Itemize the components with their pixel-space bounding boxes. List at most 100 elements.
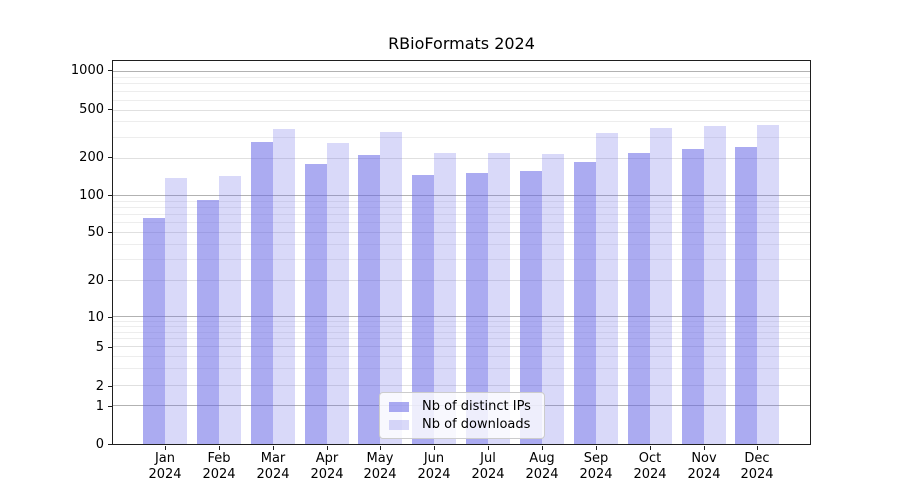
bar-nov-downloads: [704, 126, 726, 444]
gridline-mid: [113, 110, 810, 111]
legend: Nb of distinct IPs Nb of downloads: [379, 392, 545, 439]
x-tick-mark: [596, 446, 597, 450]
y-tick-label: 0: [95, 437, 104, 452]
x-tick-label: May 2024: [345, 451, 415, 483]
y-tick-mark: [108, 444, 112, 445]
x-tick-label: Jan 2024: [130, 451, 200, 483]
gridline-minor: [113, 356, 810, 357]
y-tick-label: 100: [79, 188, 104, 203]
x-tick-label-year: 2024: [740, 467, 774, 482]
x-tick-label-month: Jun: [423, 451, 445, 466]
x-tick-mark: [434, 446, 435, 450]
x-tick-label-month: Sep: [583, 451, 609, 466]
x-tick-label-year: 2024: [579, 467, 613, 482]
y-tick-label: 50: [87, 225, 104, 240]
y-tick-mark: [108, 347, 112, 348]
gridline-major: [113, 195, 810, 196]
bar-may-distinct-ips: [358, 155, 380, 444]
y-tick-label: 5: [95, 340, 104, 355]
y-tick-label: 2: [95, 379, 104, 394]
x-tick-label: Oct 2024: [615, 451, 685, 483]
x-tick-label: Jun 2024: [399, 451, 469, 483]
chart-title: RBioFormats 2024: [388, 34, 535, 53]
gridline-minor: [113, 100, 810, 101]
gridline-minor: [113, 326, 810, 327]
bar-jun-distinct-ips: [412, 175, 434, 444]
x-tick-label-month: May: [366, 451, 394, 466]
x-tick-label-year: 2024: [363, 467, 397, 482]
y-tick-mark: [108, 109, 112, 110]
x-tick-label-year: 2024: [148, 467, 182, 482]
x-tick-label-month: Jan: [154, 451, 176, 466]
legend-row-downloads: Nb of downloads: [389, 417, 535, 432]
bar-jul-downloads: [488, 153, 510, 444]
x-tick-mark: [219, 446, 220, 450]
gridline-mid: [113, 232, 810, 233]
x-tick-label-month: Oct: [638, 451, 662, 466]
x-tick-label: Sep 2024: [561, 451, 631, 483]
legend-label-downloads: Nb of downloads: [422, 417, 531, 432]
bar-sep-downloads: [596, 133, 618, 444]
bar-nov-distinct-ips: [682, 149, 704, 444]
x-tick-label-year: 2024: [310, 467, 344, 482]
bar-jul-distinct-ips: [466, 173, 488, 444]
x-tick-label-month: Jul: [480, 451, 496, 466]
x-tick-mark: [165, 446, 166, 450]
x-tick-label-year: 2024: [687, 467, 721, 482]
x-tick-mark: [757, 446, 758, 450]
y-tick-mark: [108, 70, 112, 71]
gridline-minor: [113, 222, 810, 223]
y-tick-mark: [108, 157, 112, 158]
x-tick-label: Mar 2024: [238, 451, 308, 483]
x-tick-mark: [650, 446, 651, 450]
bar-feb-downloads: [219, 176, 241, 444]
y-tick-mark: [108, 280, 112, 281]
x-tick-mark: [380, 446, 381, 450]
gridline-minor: [113, 77, 810, 78]
x-tick-label-month: Nov: [691, 451, 717, 466]
bar-sep-distinct-ips: [574, 162, 596, 444]
gridline-mid: [113, 385, 810, 386]
x-tick-label-year: 2024: [256, 467, 290, 482]
legend-label-distinct-ips: Nb of distinct IPs: [422, 399, 531, 414]
x-tick-mark: [542, 446, 543, 450]
x-tick-label-year: 2024: [417, 467, 451, 482]
y-tick-mark: [108, 195, 112, 196]
bar-dec-distinct-ips: [735, 147, 757, 444]
gridline-mid: [113, 158, 810, 159]
x-tick-label-month: Apr: [315, 451, 339, 466]
x-tick-label: Feb 2024: [184, 451, 254, 483]
gridline-minor: [113, 201, 810, 202]
bar-apr-distinct-ips: [305, 164, 327, 444]
y-tick-label: 200: [79, 150, 104, 165]
bar-mar-distinct-ips: [251, 142, 273, 444]
x-tick-label-year: 2024: [471, 467, 505, 482]
x-tick-label-year: 2024: [202, 467, 236, 482]
y-tick-mark: [108, 232, 112, 233]
legend-swatch-downloads: [389, 419, 409, 430]
gridline-minor: [113, 368, 810, 369]
bar-aug-distinct-ips: [520, 171, 542, 444]
x-tick-label: Apr 2024: [292, 451, 362, 483]
legend-row-distinct-ips: Nb of distinct IPs: [389, 399, 535, 414]
bar-aug-downloads: [542, 154, 564, 444]
x-tick-mark: [327, 446, 328, 450]
x-tick-mark: [488, 446, 489, 450]
bar-jan-distinct-ips: [143, 218, 165, 444]
x-tick-label: Aug 2024: [507, 451, 577, 483]
gridline-minor: [113, 207, 810, 208]
x-tick-mark: [704, 446, 705, 450]
gridline-minor: [113, 244, 810, 245]
plot-area: [112, 60, 811, 445]
bar-apr-downloads: [327, 143, 349, 444]
bar-mar-downloads: [273, 129, 295, 444]
y-tick-label: 1000: [70, 63, 104, 78]
x-tick-label: Dec 2024: [722, 451, 792, 483]
gridline-minor: [113, 121, 810, 122]
x-tick-label: Jul 2024: [453, 451, 523, 483]
y-tick-label: 1: [95, 399, 104, 414]
x-tick-label-month: Mar: [260, 451, 286, 466]
gridline-minor: [113, 137, 810, 138]
y-tick-mark: [108, 317, 112, 318]
gridline-major: [113, 316, 810, 317]
